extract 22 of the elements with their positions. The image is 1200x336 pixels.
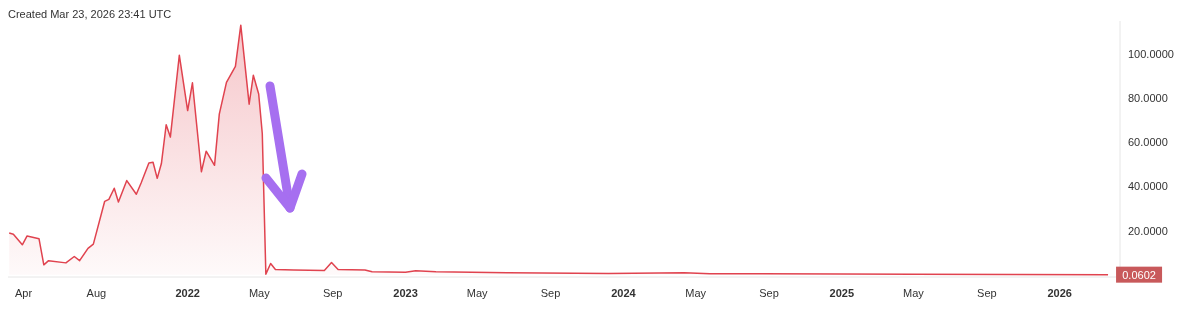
y-tick-label: 80.0000 (1128, 92, 1168, 105)
annotation: 0.0602 (1122, 268, 1156, 281)
x-tick-label: Sep (540, 287, 561, 299)
text: Created Mar 23, 2026 23:41 UTC (8, 8, 173, 21)
x-tick-label: May (685, 287, 707, 299)
x-tick-label: 2022 (175, 287, 200, 299)
x-tick-label: Sep (759, 287, 779, 299)
y-tick-label: 20.0000 (1128, 224, 1168, 237)
x-tick-label: Apr (14, 287, 33, 299)
y-tick-label: 100.0000 (1128, 48, 1174, 61)
x-tick-label: May (248, 287, 271, 299)
y-tick-label: 60.0000 (1128, 136, 1168, 149)
x-tick-label: 2026 (1047, 287, 1072, 299)
x-tick-label: 2023 (393, 287, 418, 299)
x-tick-label: May (466, 287, 489, 299)
x-tick-label: May (903, 287, 925, 299)
x-tick-label: Aug (86, 287, 107, 299)
y-tick-label: 40.0000 (1128, 180, 1168, 193)
x-tick-label: Sep (977, 287, 997, 299)
x-tick-label: 2025 (829, 287, 855, 299)
x-tick-label: 2024 (611, 287, 637, 299)
x-tick-label: Sep (322, 287, 343, 299)
